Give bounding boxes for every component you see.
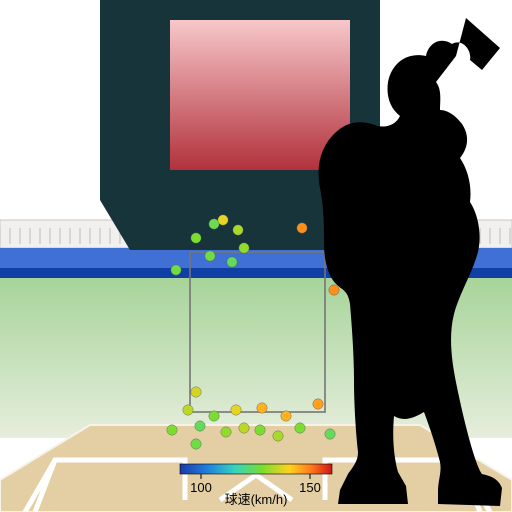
pitch-marker <box>273 431 283 441</box>
pitch-marker <box>183 405 193 415</box>
pitch-marker <box>195 421 205 431</box>
pitch-marker <box>171 265 181 275</box>
legend-colorbar <box>180 464 332 474</box>
pitch-marker <box>231 405 241 415</box>
chart-svg: 100 150 球速(km/h) <box>0 0 512 512</box>
pitch-marker <box>255 425 265 435</box>
pitch-location-chart: 100 150 球速(km/h) <box>0 0 512 512</box>
pitch-marker <box>191 387 201 397</box>
pitch-marker <box>205 251 215 261</box>
pitch-marker <box>281 411 291 421</box>
pitch-marker <box>325 429 335 439</box>
pitch-marker <box>239 243 249 253</box>
legend-tick-label: 150 <box>299 480 321 495</box>
pitch-marker <box>167 425 177 435</box>
pitch-marker <box>297 223 307 233</box>
pitch-marker <box>239 423 249 433</box>
pitch-marker <box>218 215 228 225</box>
pitch-marker <box>191 233 201 243</box>
pitch-marker <box>209 411 219 421</box>
pitch-marker <box>295 423 305 433</box>
pitch-marker <box>191 439 201 449</box>
scoreboard-screen <box>170 20 350 170</box>
legend-tick-label: 100 <box>190 480 212 495</box>
pitch-marker <box>313 399 323 409</box>
legend-caption: 球速(km/h) <box>225 492 288 507</box>
pitch-marker <box>221 427 231 437</box>
pitch-marker <box>257 403 267 413</box>
pitch-marker <box>227 257 237 267</box>
pitch-marker <box>233 225 243 235</box>
pitch-marker <box>329 285 339 295</box>
